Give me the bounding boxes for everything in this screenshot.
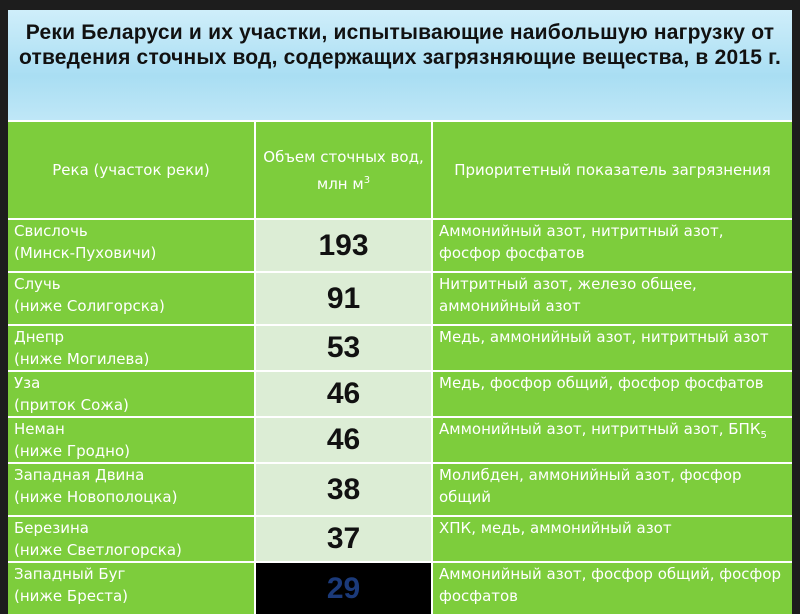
indicator-text: ХПК, медь, аммонийный азот [439,519,672,537]
volume-cell: 29 [254,561,433,614]
indicator-text: Молибден, аммонийный азот, фосфор общий [439,466,742,506]
river-name: Березина [14,519,89,537]
river-cell: Уза (приток Сожа) [8,370,256,418]
river-name: Днепр [14,328,65,346]
indicator-cell: Нитритный азот, железо общее, аммонийный… [431,271,792,326]
header-indicator-label: Приоритетный показатель загрязнения [454,161,771,179]
indicator-cell: Аммонийный азот, нитритный азот, фосфор … [431,218,792,273]
volume-cell: 46 [254,416,433,464]
indicator-cell: Медь, аммонийный азот, нитритный азот [431,324,792,372]
table-header-row: Река (участок реки) Объем сточных вод, м… [8,120,792,220]
river-cell: Неман (ниже Гродно) [8,416,256,464]
header-river: Река (участок реки) [8,120,256,220]
river-cell: Западная Двина (ниже Новополоцка) [8,462,256,517]
river-section: (ниже Бреста) [14,587,128,605]
indicator-text: Медь, аммонийный азот, нитритный азот [439,328,769,346]
table-row: Неман (ниже Гродно) 46 Аммонийный азот, н… [8,416,792,464]
river-section: (ниже Гродно) [14,442,130,460]
river-section: (ниже Могилева) [14,350,150,368]
river-cell: Свислочь (Минск-Пуховичи) [8,218,256,273]
indicator-text: Аммонийный азот, нитритный азот, фосфор … [439,222,724,262]
header-volume: Объем сточных вод, млн м3 [254,120,433,220]
volume-cell: 53 [254,324,433,372]
table-row: Свислочь (Минск-Пуховичи) 193 Аммонийный … [8,218,792,273]
river-section: (приток Сожа) [14,396,129,414]
header-river-label: Река (участок реки) [52,161,210,179]
indicator-text: Медь, фосфор общий, фосфор фосфатов [439,374,764,392]
volume-cell: 38 [254,462,433,517]
volume-cell: 193 [254,218,433,273]
indicator-cell: ХПК, медь, аммонийный азот [431,515,792,563]
volume-cell: 37 [254,515,433,563]
river-name: Западная Двина [14,466,145,484]
river-name: Уза [14,374,41,392]
river-section: (ниже Солигорска) [14,297,165,315]
volume-cell: 46 [254,370,433,418]
river-name: Западный Буг [14,565,126,583]
slide: Реки Беларуси и их участки, испытывающие… [8,10,792,614]
river-section: (Минск-Пуховичи) [14,244,157,262]
river-cell: Березина (ниже Светлогорска) [8,515,256,563]
table-row: Днепр (ниже Могилева) 53 Медь, аммонийный… [8,324,792,372]
header-volume-label: Объем сточных вод, млн м [263,147,424,193]
river-section: (ниже Светлогорска) [14,541,182,559]
indicator-cell: Молибден, аммонийный азот, фосфор общий [431,462,792,517]
river-name: Случь [14,275,61,293]
table-row: Западный Буг (ниже Бреста) 29 Аммонийный … [8,561,792,614]
table-row: Случь (ниже Солигорска) 91 Нитритный азот… [8,271,792,326]
river-name: Свислочь [14,222,88,240]
river-cell: Западный Буг (ниже Бреста) [8,561,256,614]
table-row: Западная Двина (ниже Новополоцка) 38 Моли… [8,462,792,517]
header-indicator: Приоритетный показатель загрязнения [431,120,792,220]
table-row: Березина (ниже Светлогорска) 37 ХПК, медь… [8,515,792,563]
volume-cell: 91 [254,271,433,326]
rivers-table: Река (участок реки) Объем сточных вод, м… [8,120,792,614]
indicator-cell: Медь, фосфор общий, фосфор фосфатов [431,370,792,418]
indicator-text: Аммонийный азот, нитритный азот, БПК [439,420,761,438]
header-volume-unit-sup: 3 [363,174,371,186]
river-section: (ниже Новополоцка) [14,488,178,506]
indicator-cell: Аммонийный азот, нитритный азот, БПК5 [431,416,792,464]
river-cell: Днепр (ниже Могилева) [8,324,256,372]
indicator-subscript: 5 [760,430,767,441]
table-row: Уза (приток Сожа) 46 Медь, фосфор общий, … [8,370,792,418]
river-cell: Случь (ниже Солигорска) [8,271,256,326]
slide-title: Реки Беларуси и их участки, испытывающие… [18,21,782,69]
indicator-text: Нитритный азот, железо общее, аммонийный… [439,275,697,315]
title-area: Реки Беларуси и их участки, испытывающие… [8,10,792,120]
indicator-text: Аммонийный азот, фосфор общий, фосфор фо… [439,565,782,605]
indicator-cell: Аммонийный азот, фосфор общий, фосфор фо… [431,561,792,614]
river-name: Неман [14,420,65,438]
